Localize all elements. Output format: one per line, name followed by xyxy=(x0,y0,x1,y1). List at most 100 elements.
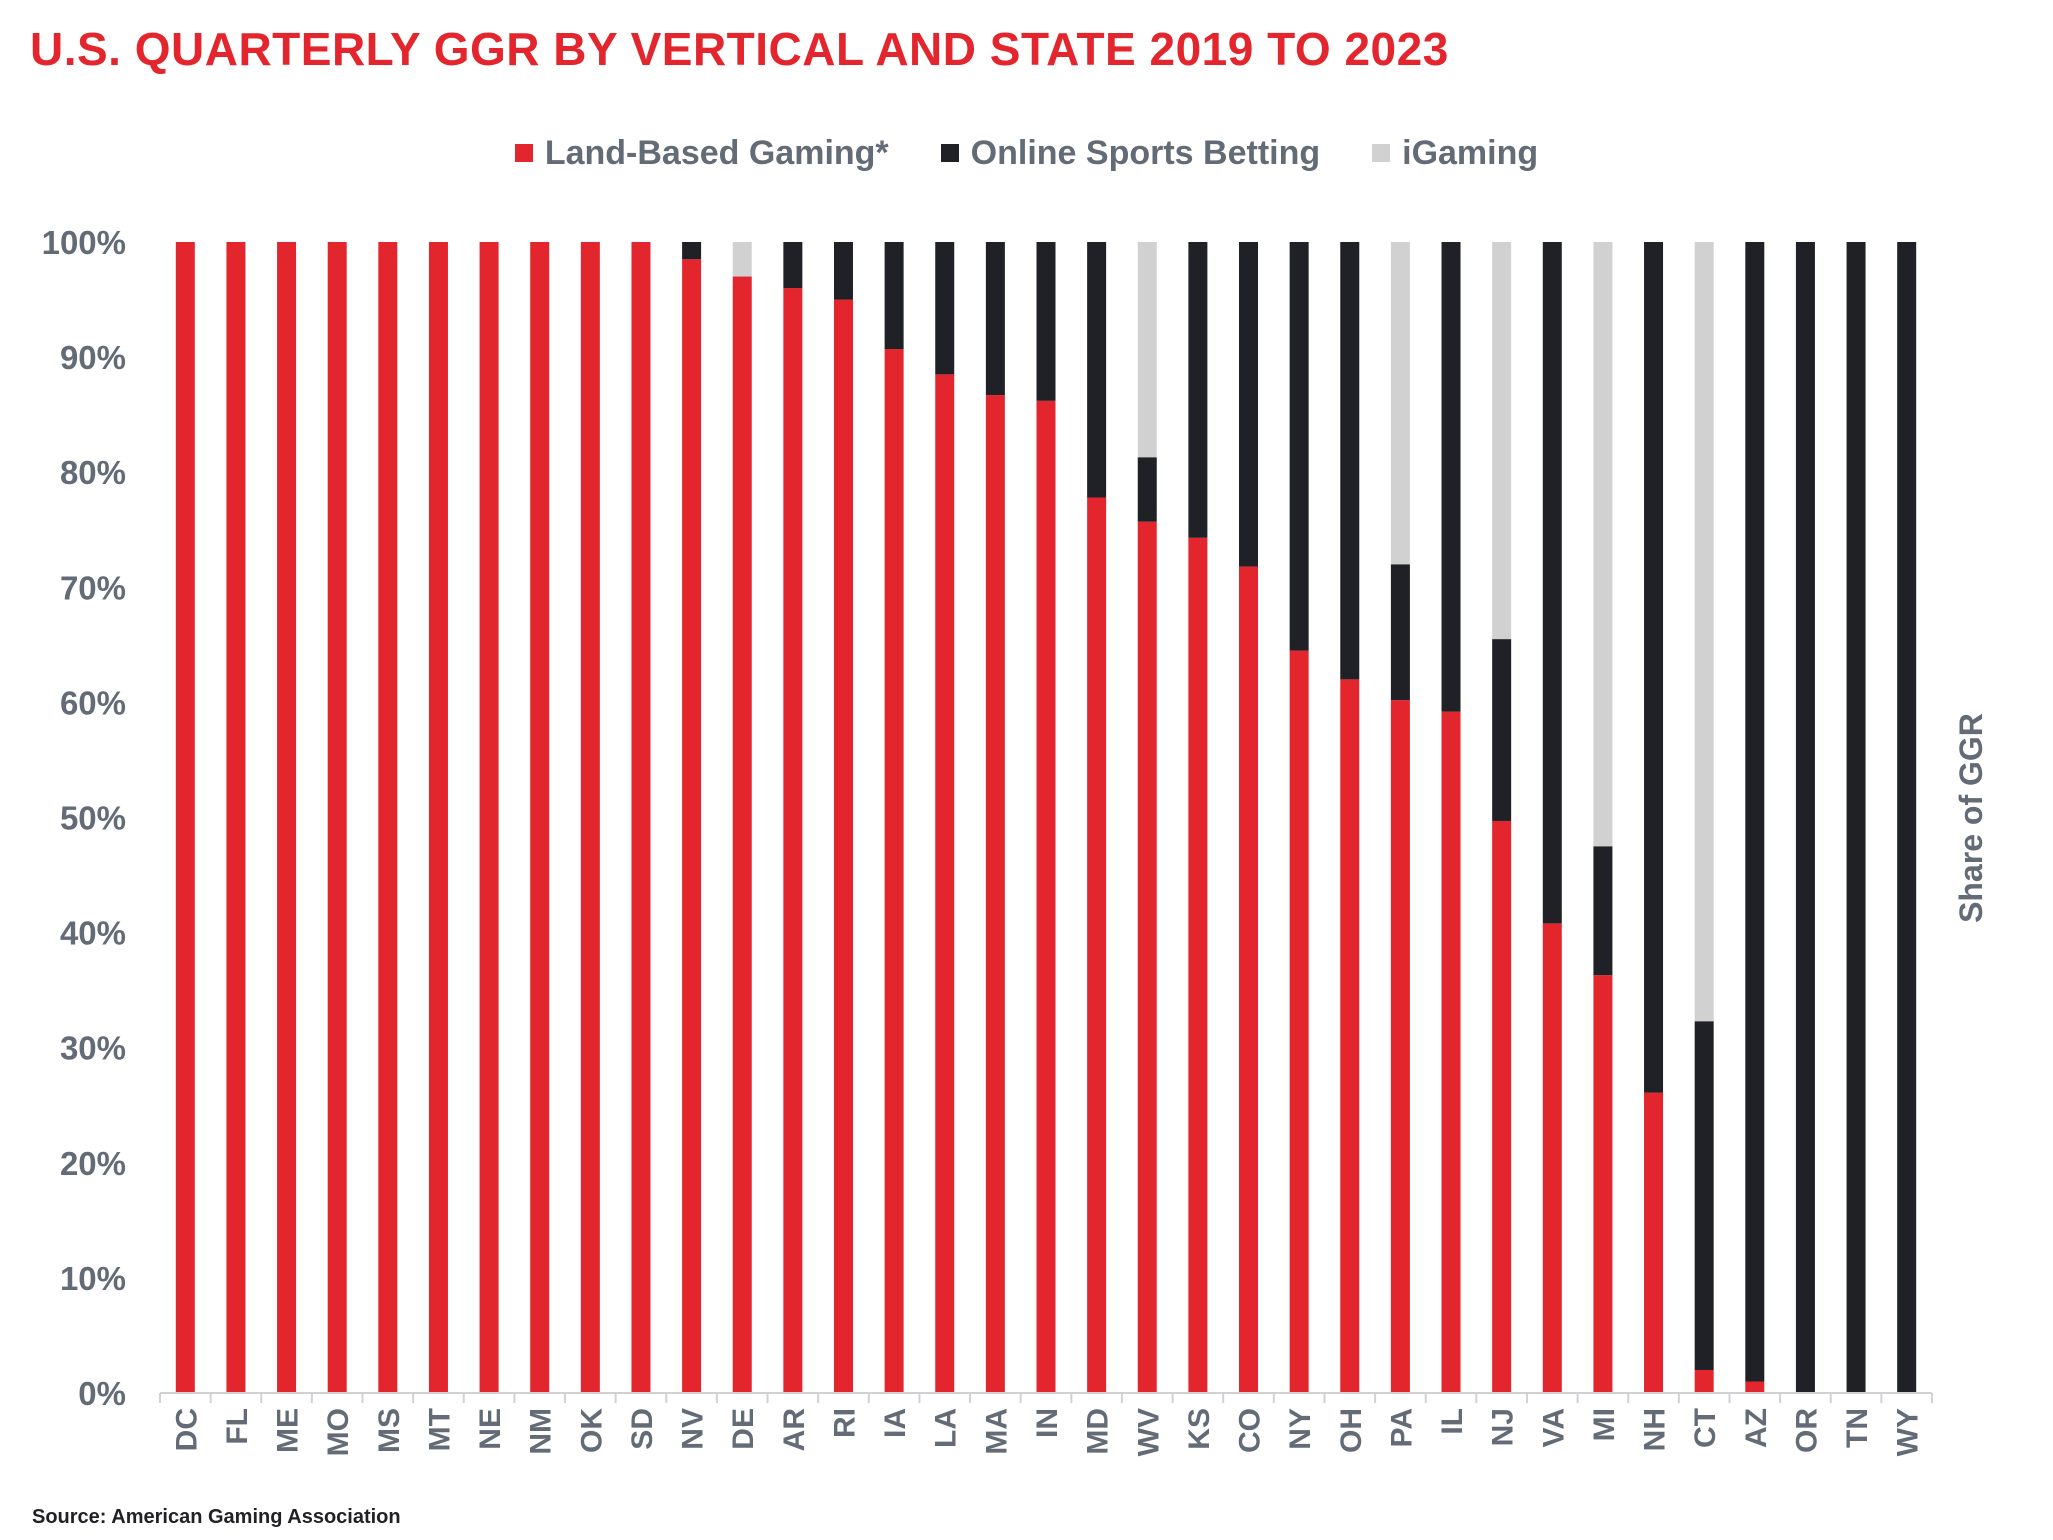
legend-swatch-igaming xyxy=(1372,144,1391,162)
bar-segment-wv-1 xyxy=(1137,457,1157,522)
bar-segment-pa-0 xyxy=(1390,700,1410,1393)
bar-segment-nv-1 xyxy=(682,242,702,260)
bar-segment-ct-2 xyxy=(1694,242,1714,1022)
bar-segment-ms-0 xyxy=(378,242,398,1393)
bar-segment-md-0 xyxy=(1087,497,1107,1394)
bar-segment-de-0 xyxy=(732,276,752,1393)
bar-segment-md-1 xyxy=(1087,242,1107,498)
x-tick-label: NE xyxy=(474,1408,507,1450)
x-tick-label: AZ xyxy=(1740,1408,1773,1448)
x-tick-label: DC xyxy=(170,1408,203,1451)
bar-segment-de-2 xyxy=(732,242,752,277)
bar-segment-pa-1 xyxy=(1390,564,1410,701)
x-tick-label: IA xyxy=(879,1408,912,1438)
x-tick-label: OR xyxy=(1790,1408,1823,1453)
bar-segment-wy-1 xyxy=(1897,242,1917,1393)
y-tick-label: 10% xyxy=(60,1260,126,1297)
bar-segment-ar-0 xyxy=(783,288,803,1393)
bar-segment-nj-0 xyxy=(1492,820,1512,1393)
bar-segment-mi-1 xyxy=(1593,846,1613,976)
y-tick-label: 0% xyxy=(78,1375,126,1412)
bar-segment-ct-0 xyxy=(1694,1369,1714,1393)
x-tick-label: KS xyxy=(1183,1408,1216,1450)
bar-segment-mt-0 xyxy=(428,242,448,1393)
bar-segment-nj-1 xyxy=(1492,639,1512,821)
x-tick-label: NH xyxy=(1639,1408,1672,1451)
bar-segment-la-1 xyxy=(935,242,955,375)
x-tick-label: WY xyxy=(1892,1408,1925,1456)
bar-segment-co-1 xyxy=(1239,242,1259,567)
x-tick-label: FL xyxy=(221,1408,254,1445)
bar-segment-or-1 xyxy=(1795,242,1815,1393)
y-tick-label: 100% xyxy=(42,224,126,261)
bar-segment-il-1 xyxy=(1441,242,1461,712)
y-tick-label: 90% xyxy=(60,339,126,376)
bar-segment-mi-0 xyxy=(1593,975,1613,1393)
bar-segment-co-0 xyxy=(1239,566,1259,1393)
x-tick-label: MA xyxy=(980,1408,1013,1455)
legend-label-online-sports-betting: Online Sports Betting xyxy=(970,133,1321,172)
legend-label-igaming: iGaming xyxy=(1402,133,1539,172)
bar-segment-nh-0 xyxy=(1644,1092,1664,1393)
y-tick-label: 70% xyxy=(60,569,126,606)
bar-segment-in-1 xyxy=(1036,242,1056,401)
legend-label-land-based: Land-Based Gaming* xyxy=(544,133,889,172)
stacked-bar-chart: 0% 10% 20% 30% 40% 50% 60% 70% 80% 90% 100% DC FL ME M… xyxy=(42,224,1989,1456)
bar-segment-ri-0 xyxy=(833,299,853,1393)
y-tick-label: 20% xyxy=(60,1145,126,1182)
bar-segment-az-0 xyxy=(1745,1381,1765,1393)
bar-segment-tn-1 xyxy=(1846,242,1866,1393)
bar-segment-ks-0 xyxy=(1188,537,1208,1393)
bar-segment-va-0 xyxy=(1542,923,1562,1393)
bar-segment-ny-1 xyxy=(1289,242,1309,651)
x-tick-label: NY xyxy=(1284,1408,1317,1450)
bar-segment-il-0 xyxy=(1441,711,1461,1393)
legend-item-land-based: Land-Based Gaming* xyxy=(514,133,889,173)
x-tick-label: VA xyxy=(1537,1408,1570,1447)
x-tick-label: SD xyxy=(626,1408,659,1450)
legend-item-online-sports-betting: Online Sports Betting xyxy=(940,133,1321,173)
bar-segment-ks-1 xyxy=(1188,242,1208,538)
bar-segment-ct-1 xyxy=(1694,1021,1714,1370)
bar-segment-me-0 xyxy=(277,242,297,1393)
legend-item-igaming: iGaming xyxy=(1372,134,1538,173)
x-tick-label: DE xyxy=(727,1408,760,1450)
x-tick-label: IN xyxy=(1031,1408,1064,1438)
bar-segment-sd-0 xyxy=(631,242,651,1393)
bar-segment-fl-0 xyxy=(226,242,246,1393)
bar-segment-ny-0 xyxy=(1289,650,1309,1393)
x-tick-label: MD xyxy=(1082,1408,1115,1455)
x-tick-label: NM xyxy=(525,1408,558,1455)
x-tick-label: ME xyxy=(272,1408,305,1453)
x-tick-label: PA xyxy=(1385,1408,1418,1447)
bar-segment-in-0 xyxy=(1036,400,1056,1393)
y-tick-label: 80% xyxy=(60,454,126,491)
x-tick-label: NV xyxy=(677,1408,710,1450)
x-tick-label: NJ xyxy=(1487,1408,1520,1446)
bar-segment-nh-1 xyxy=(1644,242,1664,1093)
bar-segment-oh-0 xyxy=(1340,679,1360,1393)
y-tick-label: 60% xyxy=(60,684,126,721)
x-tick-label: IL xyxy=(1436,1408,1469,1435)
bar-segment-wv-0 xyxy=(1137,521,1157,1393)
source-note: Source: American Gaming Association xyxy=(32,1506,401,1528)
legend-swatch-land-based xyxy=(514,144,533,162)
legend-swatch-online-sports-betting xyxy=(940,144,959,162)
x-tick-label: CT xyxy=(1689,1408,1722,1448)
bar-segment-ne-0 xyxy=(479,242,499,1393)
y-tick-label: 50% xyxy=(60,800,126,837)
x-tick-label: TN xyxy=(1841,1408,1874,1448)
x-tick-label: OH xyxy=(1335,1408,1368,1453)
bar-segment-va-1 xyxy=(1542,242,1562,924)
bar-segment-ok-0 xyxy=(580,242,600,1393)
x-tick-label: MO xyxy=(322,1408,355,1456)
x-tick-label: WV xyxy=(1132,1408,1165,1456)
chart-title: U.S. QUARTERLY GGR BY VERTICAL AND STATE… xyxy=(30,23,1449,75)
bar-segment-az-1 xyxy=(1745,242,1765,1382)
x-tick-label: CO xyxy=(1234,1408,1267,1453)
bar-segment-pa-2 xyxy=(1390,242,1410,565)
x-tick-label: OK xyxy=(575,1408,608,1453)
bar-segment-ia-1 xyxy=(884,242,904,350)
x-tick-label: AR xyxy=(778,1408,811,1452)
bar-segment-la-0 xyxy=(935,374,955,1393)
